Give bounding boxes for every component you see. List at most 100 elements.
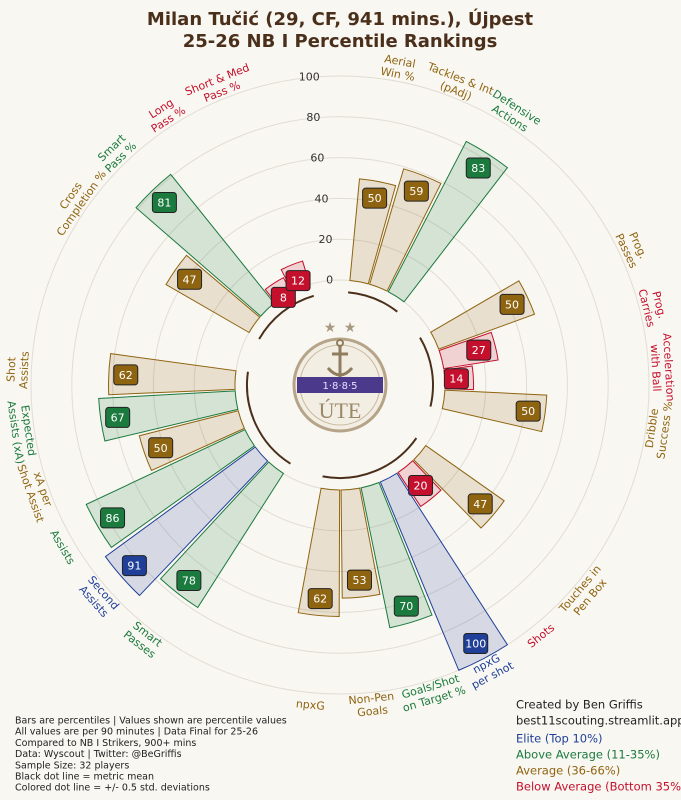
radial-tick-label: 0 (326, 274, 333, 287)
legend-entry: Above Average (11-35%) (516, 748, 660, 762)
value-box (346, 569, 372, 591)
note: All values are per 90 minutes | Data Fin… (15, 727, 258, 738)
group-base-arc (419, 337, 434, 407)
category-label-line: Shot (4, 356, 18, 382)
value-box (362, 187, 388, 209)
category-label-line: Goals (357, 703, 389, 719)
group-base-arc (348, 291, 398, 313)
value-box (403, 180, 429, 202)
club-logo: ★ ★ 1·8·8·5 ÚTE (292, 320, 388, 433)
credit: best11scouting.streamlit.app (516, 714, 681, 728)
grid-line (71, 116, 609, 654)
grid-layer (30, 75, 650, 695)
group-base-arc (322, 437, 418, 479)
category-label-line: Assists (17, 351, 32, 390)
logo-text: ÚTE (319, 398, 362, 423)
anchor (326, 346, 354, 378)
value-box (307, 588, 333, 610)
value-box (467, 493, 493, 515)
grid-line (193, 238, 487, 532)
bar (387, 140, 509, 303)
radial-tick-label: 20 (319, 233, 333, 246)
star: ★ (344, 320, 357, 336)
value-label: 47 (183, 273, 197, 286)
value-label: 62 (313, 593, 327, 606)
value-box (465, 157, 491, 179)
value-box (148, 437, 174, 459)
value-label: 81 (157, 197, 171, 210)
value-box (515, 400, 541, 422)
value-label: 100 (465, 638, 486, 651)
chart-subtitle: 25-26 NB I Percentile Rankings (183, 31, 498, 52)
bar (85, 429, 256, 549)
category-label-line: Non-Pen (348, 690, 395, 707)
category-label-line: npxG (295, 697, 325, 713)
legend-entry: Elite (Top 10%) (516, 732, 603, 746)
value-box (121, 555, 147, 577)
credit: Created by Ben Griffis (516, 698, 643, 712)
value-label: 50 (368, 192, 382, 205)
value-label: 50 (521, 405, 535, 418)
radial-tick-label: 80 (306, 111, 320, 124)
value-box (270, 286, 296, 308)
category-label-line: Aerial (383, 52, 416, 71)
group-base-arc (258, 294, 315, 340)
bar (98, 390, 239, 442)
value-label: 50 (505, 298, 519, 311)
value-box (151, 192, 177, 214)
value-box (466, 339, 492, 361)
value-label: 47 (473, 498, 487, 511)
value-label: 70 (399, 600, 413, 613)
bar (108, 353, 237, 396)
grid-line (152, 197, 528, 573)
anchor-ring (336, 339, 344, 347)
value-box (177, 268, 203, 290)
bar (379, 472, 509, 671)
value-label: 59 (409, 185, 423, 198)
value-label: 27 (472, 344, 486, 357)
radial-tick-label: 100 (299, 71, 320, 84)
legend-entry: Below Average (Bottom 35%) (516, 780, 681, 794)
value-label: 20 (414, 480, 428, 493)
value-label: 8 (280, 291, 287, 304)
radial-tick-label: 40 (314, 192, 328, 205)
chart-title: Milan Tučić (29, CF, 941 mins.), Újpest (147, 8, 534, 30)
value-label: 53 (352, 574, 366, 587)
category-label: npxG (295, 697, 325, 713)
note: Bars are percentiles | Values shown are … (15, 716, 287, 727)
value-label: 50 (154, 442, 168, 455)
value-box (408, 475, 434, 497)
value-label: 14 (449, 373, 463, 386)
bar (360, 481, 433, 629)
value-label: 78 (182, 575, 196, 588)
bar (297, 487, 341, 617)
note: Data: Wyscout | Twitter: @BeGriffis (15, 749, 182, 760)
value-label: 12 (291, 275, 305, 288)
category-label-line: Dribble (643, 407, 661, 448)
value-label: 67 (111, 411, 125, 424)
value-box (113, 364, 139, 386)
value-box (105, 406, 131, 428)
value-label: 91 (127, 560, 141, 573)
note: Compared to NB I Strikers, 900+ mins (15, 738, 196, 749)
note: Colored dot line = +/- 0.5 std. deviatio… (15, 783, 210, 794)
value-box (499, 293, 525, 315)
value-label: 62 (119, 369, 133, 382)
value-box (176, 570, 202, 592)
value-box (100, 507, 126, 529)
note: Black dot line = metric mean (15, 772, 154, 783)
value-box (463, 633, 489, 655)
radial-tick-label: 60 (310, 152, 324, 165)
value-box (443, 368, 469, 390)
value-box (285, 270, 311, 292)
value-box (393, 595, 419, 617)
category-label-line: Win % (379, 65, 415, 84)
logo-year: 1·8·8·5 (323, 381, 358, 392)
category-label-line: Acceleration (660, 333, 677, 402)
legend-entry: Average (36-66%) (516, 764, 620, 778)
